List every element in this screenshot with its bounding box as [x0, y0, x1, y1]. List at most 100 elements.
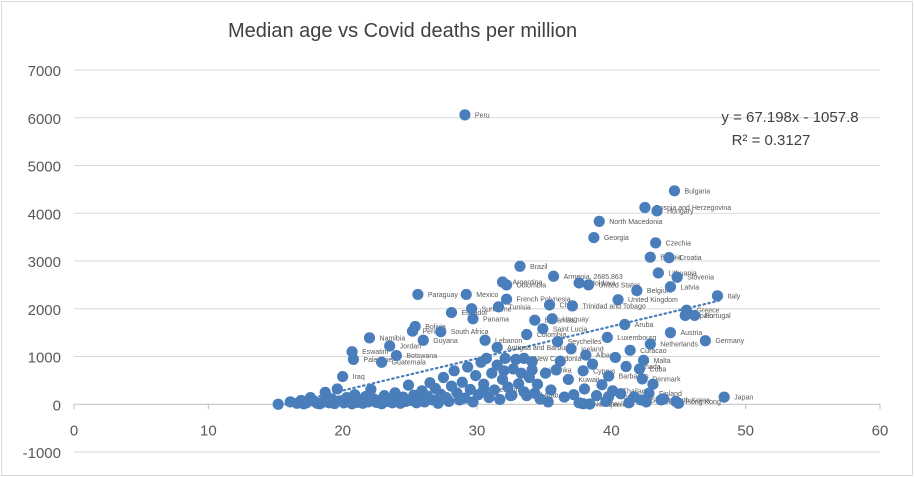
data-point [552, 336, 564, 348]
data-point [565, 343, 577, 355]
data-point [652, 267, 664, 279]
data-point [506, 389, 518, 401]
data-point [568, 389, 580, 401]
r-squared-label: R² = 0.3127 [732, 132, 811, 149]
y-tick-label: 6000 [28, 111, 61, 128]
data-point [699, 335, 711, 347]
data-point [514, 260, 526, 272]
trendline-equation: y = 67.198x - 1057.8 [721, 109, 858, 126]
data-point [537, 323, 549, 335]
data-label: Malta [654, 358, 671, 365]
data-point [464, 383, 476, 396]
data-point [582, 279, 595, 291]
data-point [644, 338, 656, 350]
data-point [550, 364, 562, 376]
data-label: Belgium [647, 288, 672, 295]
data-label: Argentina [513, 280, 543, 287]
y-tick-label: 3000 [28, 254, 61, 271]
y-tick-label: -1000 [23, 445, 61, 462]
data-point [566, 300, 578, 312]
data-point [596, 379, 608, 391]
data-point [488, 384, 501, 396]
data-point [406, 325, 419, 337]
x-axis-ticks: 0 10 20 30 40 50 60 [70, 422, 889, 439]
data-label: Curacao [640, 348, 667, 355]
data-point [668, 185, 681, 197]
data-point [590, 390, 603, 402]
data-point [466, 303, 478, 315]
data-point [460, 288, 472, 301]
trendline-line [274, 299, 720, 408]
data-point [486, 367, 498, 379]
data-label: North Macedonia [609, 219, 662, 226]
data-point [513, 378, 525, 390]
data-point [402, 379, 415, 391]
y-tick-label: 4000 [28, 206, 61, 223]
data-point [663, 252, 675, 264]
data-label: Bahamas [545, 318, 575, 325]
data-label: Brazil [530, 264, 548, 271]
x-tick-label: 0 [70, 422, 78, 439]
data-point [664, 327, 677, 339]
x-tick-label: 30 [469, 422, 486, 439]
data-label: United Kingdom [628, 297, 678, 304]
data-point [718, 391, 730, 403]
data-point [331, 383, 343, 395]
data-point [644, 251, 656, 263]
data-point [633, 363, 646, 375]
data-label: Albania [596, 353, 619, 360]
data-point [365, 383, 377, 396]
data-label: Trinidad and Tobago [582, 303, 646, 310]
data-label: Barbados [619, 374, 649, 381]
data-label: Antigua and Barbuda [507, 345, 573, 352]
data-point [637, 354, 650, 366]
data-point [529, 314, 541, 326]
data-point [577, 398, 589, 410]
data-point [363, 332, 376, 344]
x-tick-label: 60 [872, 422, 889, 439]
data-label: Iceland [581, 346, 604, 353]
data-point [593, 215, 605, 227]
data-label: Uruguay [562, 316, 589, 323]
data-label: Tunisia [508, 304, 530, 311]
data-point [670, 395, 682, 407]
data-label: Slovenia [687, 275, 714, 282]
data-points [272, 109, 730, 410]
data-point [554, 355, 566, 367]
trendline [274, 299, 720, 408]
data-label: United States [598, 282, 641, 289]
data-point [624, 344, 636, 356]
data-label: Peru [423, 329, 438, 336]
data-label: Lithuania [668, 270, 697, 277]
data-point [456, 376, 468, 388]
data-point [547, 270, 560, 282]
data-point [470, 370, 482, 382]
data-label: Cuba [650, 366, 667, 373]
data-point [531, 378, 544, 390]
data-label: Kuwait [578, 377, 599, 384]
data-point [573, 277, 585, 289]
data-point [384, 340, 396, 352]
data-point [636, 373, 648, 385]
data-point [635, 394, 647, 406]
data-point [494, 393, 506, 406]
data-point [545, 384, 557, 396]
data-label: Lebanon [495, 338, 522, 345]
x-tick-label: 50 [737, 422, 754, 439]
data-label: Iraq [353, 374, 365, 381]
data-point [711, 290, 724, 302]
data-point [689, 309, 701, 322]
data-point [546, 313, 558, 325]
data-label: Hong Kong [686, 399, 721, 406]
data-point [376, 356, 388, 368]
x-tick-label: 10 [200, 422, 217, 439]
data-label: Aruba [635, 322, 654, 329]
data-point [580, 349, 592, 361]
data-label: Botswana [406, 353, 437, 360]
data-point [491, 341, 503, 354]
data-point [558, 391, 570, 403]
data-point [543, 299, 556, 311]
data-label: Mexico [476, 292, 498, 299]
data-label: South Africa [451, 329, 489, 336]
data-point [412, 288, 424, 301]
